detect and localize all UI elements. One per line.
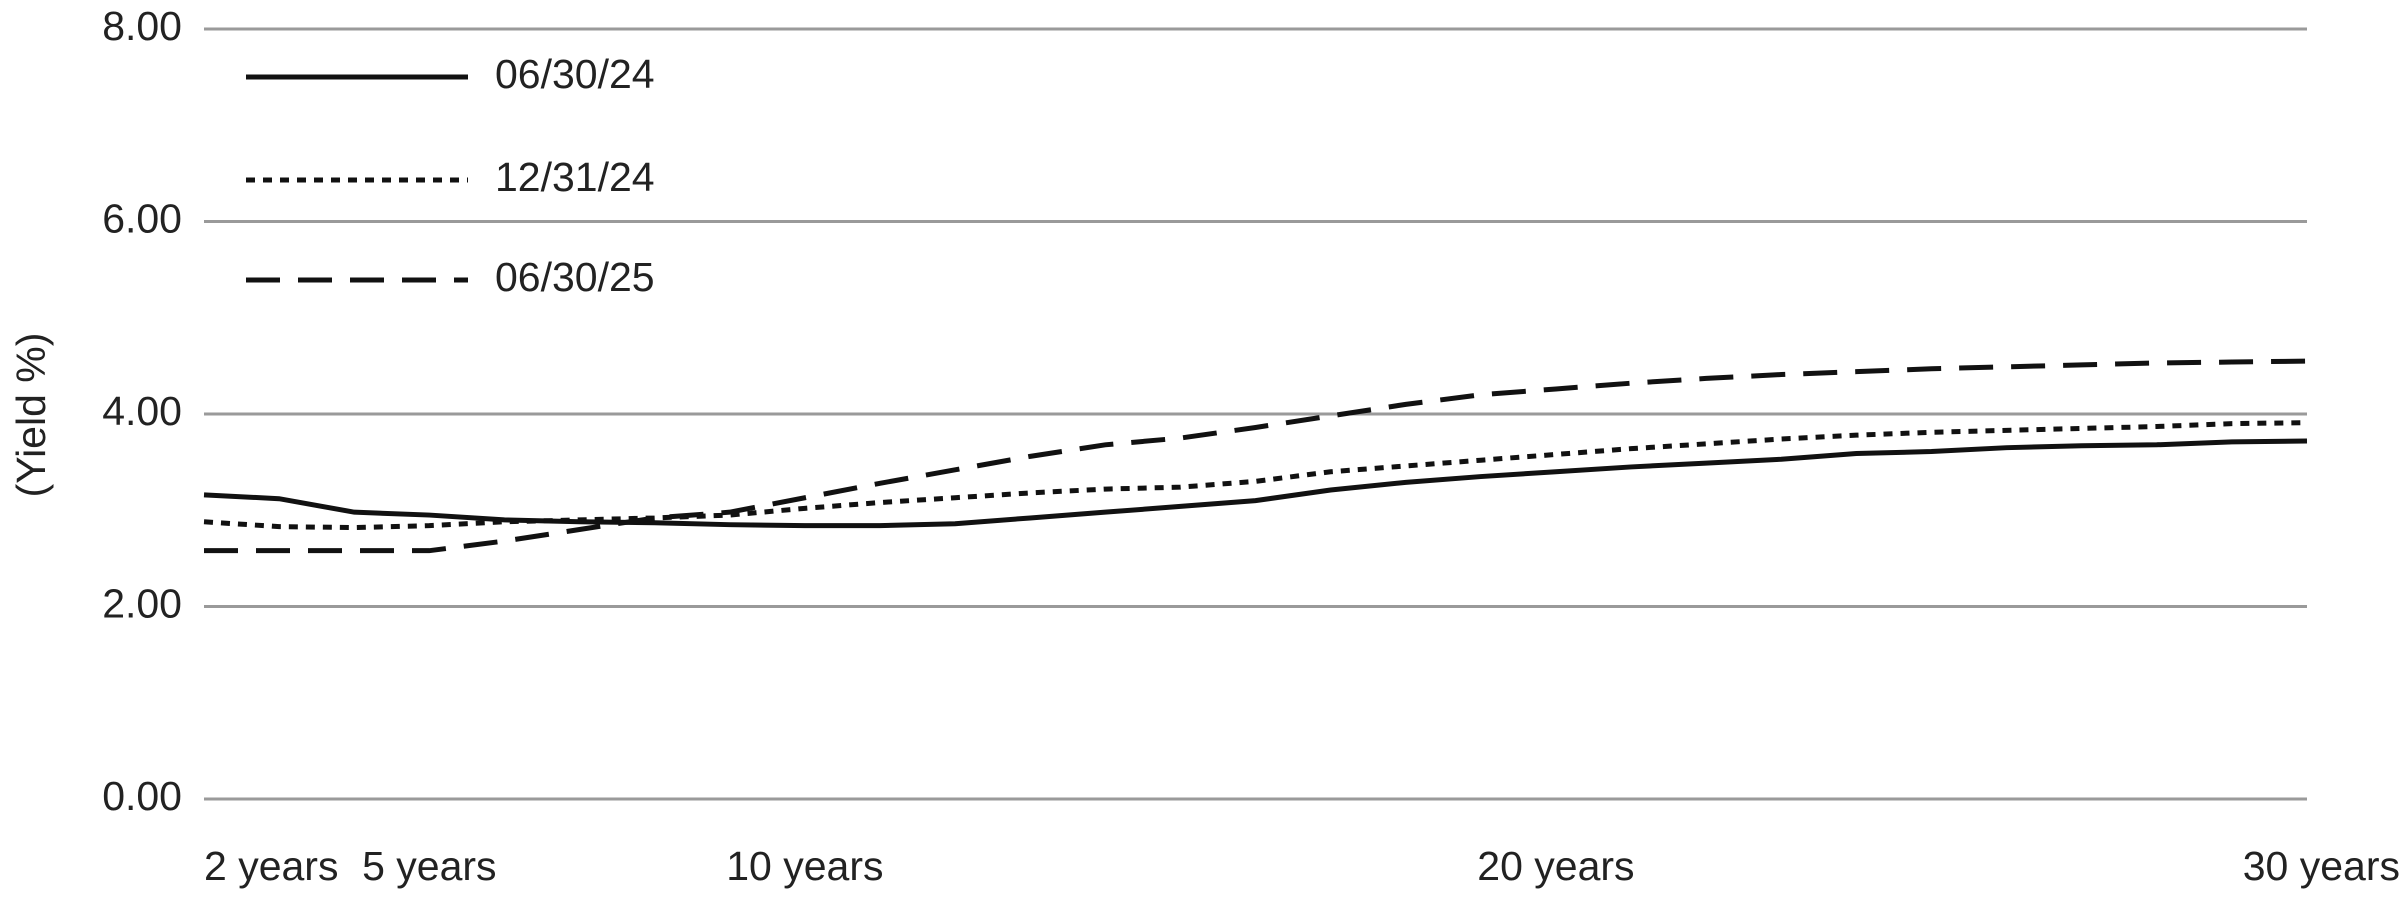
series-line	[203, 438, 2308, 529]
y-axis-label: (Yield %)	[8, 333, 54, 498]
legend-label: 12/31/24	[495, 154, 655, 200]
y-tick-label: 0.00	[102, 773, 182, 819]
x-tick-label: 10 years	[726, 843, 883, 889]
series-line	[203, 420, 2308, 531]
y-tick-label: 8.00	[102, 3, 182, 49]
series-line	[204, 358, 2308, 554]
x-tick-label: 5 years	[362, 843, 496, 889]
legend-label: 06/30/25	[495, 254, 655, 300]
x-tick-label: 20 years	[1477, 843, 1634, 889]
x-tick-label: 30 years	[2243, 843, 2400, 889]
y-tick-label: 4.00	[102, 388, 182, 434]
legend-label: 06/30/24	[495, 51, 655, 97]
y-tick-label: 2.00	[102, 580, 182, 626]
x-tick-label: 2 years	[204, 843, 338, 889]
y-tick-label: 6.00	[102, 195, 182, 241]
